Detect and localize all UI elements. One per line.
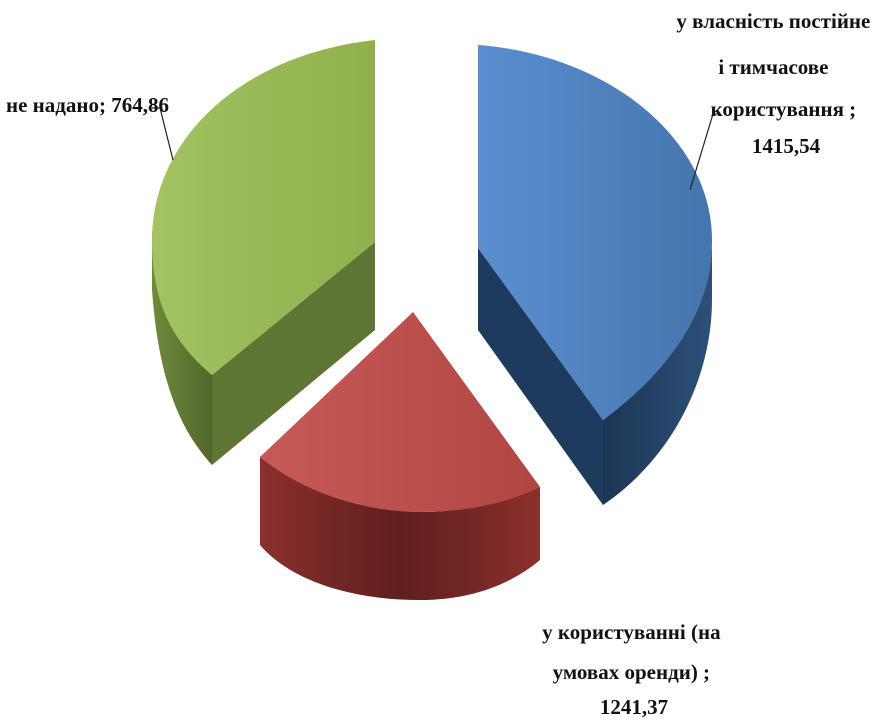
label-line: не надано; 764,86 (6, 93, 169, 117)
leader-line-ownership (689, 113, 719, 191)
pie-slice-rent (260, 312, 540, 600)
label-line: у власність постійне (676, 9, 870, 33)
slice-side (260, 457, 540, 600)
label-line: і тимчасове (718, 55, 828, 79)
label-line: користування ; (711, 97, 857, 121)
slice-side (152, 230, 212, 465)
data-label-rent: у користуванні (на умовах оренди) ; 1241… (542, 620, 726, 719)
slice-inner-wall (212, 242, 375, 465)
slice-top (260, 312, 540, 512)
leader-line-not-granted (152, 107, 174, 161)
slice-inner-wall (478, 248, 603, 505)
slice-top (152, 40, 375, 375)
label-line: умовах оренди) ; (553, 660, 710, 684)
label-line: 1241,37 (600, 695, 668, 719)
slice-top (478, 45, 712, 420)
slice-side (603, 240, 712, 505)
label-line: у користуванні (на (542, 620, 721, 644)
pie-slice-ownership (478, 45, 712, 505)
label-line: 1415,54 (752, 134, 821, 158)
data-label-not-granted: не надано; 764,86 (6, 93, 169, 117)
pie-slice-not-granted (152, 40, 375, 465)
data-label-ownership: у власність постійне і тимчасове користу… (676, 9, 875, 158)
